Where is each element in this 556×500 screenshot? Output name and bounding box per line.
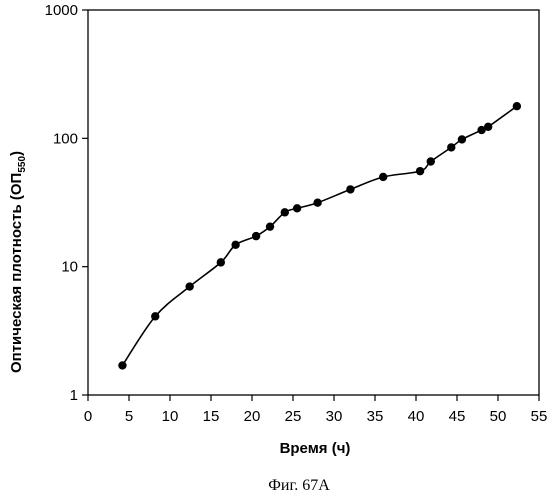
x-tick-label: 45 <box>449 408 466 425</box>
y-axis: 1 10 100 1000 <box>45 2 88 404</box>
x-tick-label: 20 <box>244 408 261 425</box>
figure-caption: Фиг. 67А <box>268 477 330 494</box>
data-point <box>217 258 225 266</box>
data-point <box>293 204 301 212</box>
data-point <box>313 199 321 207</box>
y-tick-label: 100 <box>53 130 78 147</box>
x-tick-label: 15 <box>203 408 220 425</box>
data-point <box>427 157 435 165</box>
y-axis-label-subscript: 550 <box>17 156 28 173</box>
x-tick-label: 5 <box>125 408 133 425</box>
y-axis-label-close: ) <box>8 151 25 156</box>
x-axis: 0 5 10 15 20 25 30 35 40 45 50 55 <box>84 395 548 425</box>
x-tick-label: 55 <box>531 408 548 425</box>
x-tick-label: 10 <box>162 408 179 425</box>
data-point <box>252 232 260 240</box>
y-tick-label: 10 <box>61 259 78 276</box>
x-axis-label: Время (ч) <box>280 440 351 457</box>
data-point <box>447 143 455 151</box>
x-tick-label: 40 <box>408 408 425 425</box>
data-point <box>266 222 274 230</box>
x-tick-label: 25 <box>285 408 302 425</box>
data-point <box>151 312 159 320</box>
x-tick-label: 30 <box>326 408 343 425</box>
data-point <box>513 102 521 110</box>
data-point <box>379 173 387 181</box>
data-point <box>346 185 354 193</box>
x-tick-label: 0 <box>84 408 92 425</box>
data-point <box>484 123 492 131</box>
y-tick-label: 1 <box>70 387 78 404</box>
data-point <box>118 361 126 369</box>
data-point <box>231 241 239 249</box>
data-point <box>281 208 289 216</box>
y-axis-label-main: Оптическая плотность (ОП <box>8 173 25 373</box>
data-point <box>185 282 193 290</box>
x-tick-label: 50 <box>490 408 507 425</box>
series-line <box>122 106 516 365</box>
data-point <box>416 167 424 175</box>
y-tick-label: 1000 <box>45 2 78 19</box>
data-point <box>458 135 466 143</box>
y-axis-label: Оптическая плотность (ОП550) <box>8 151 28 373</box>
x-tick-label: 35 <box>367 408 384 425</box>
series-layer <box>118 102 521 370</box>
